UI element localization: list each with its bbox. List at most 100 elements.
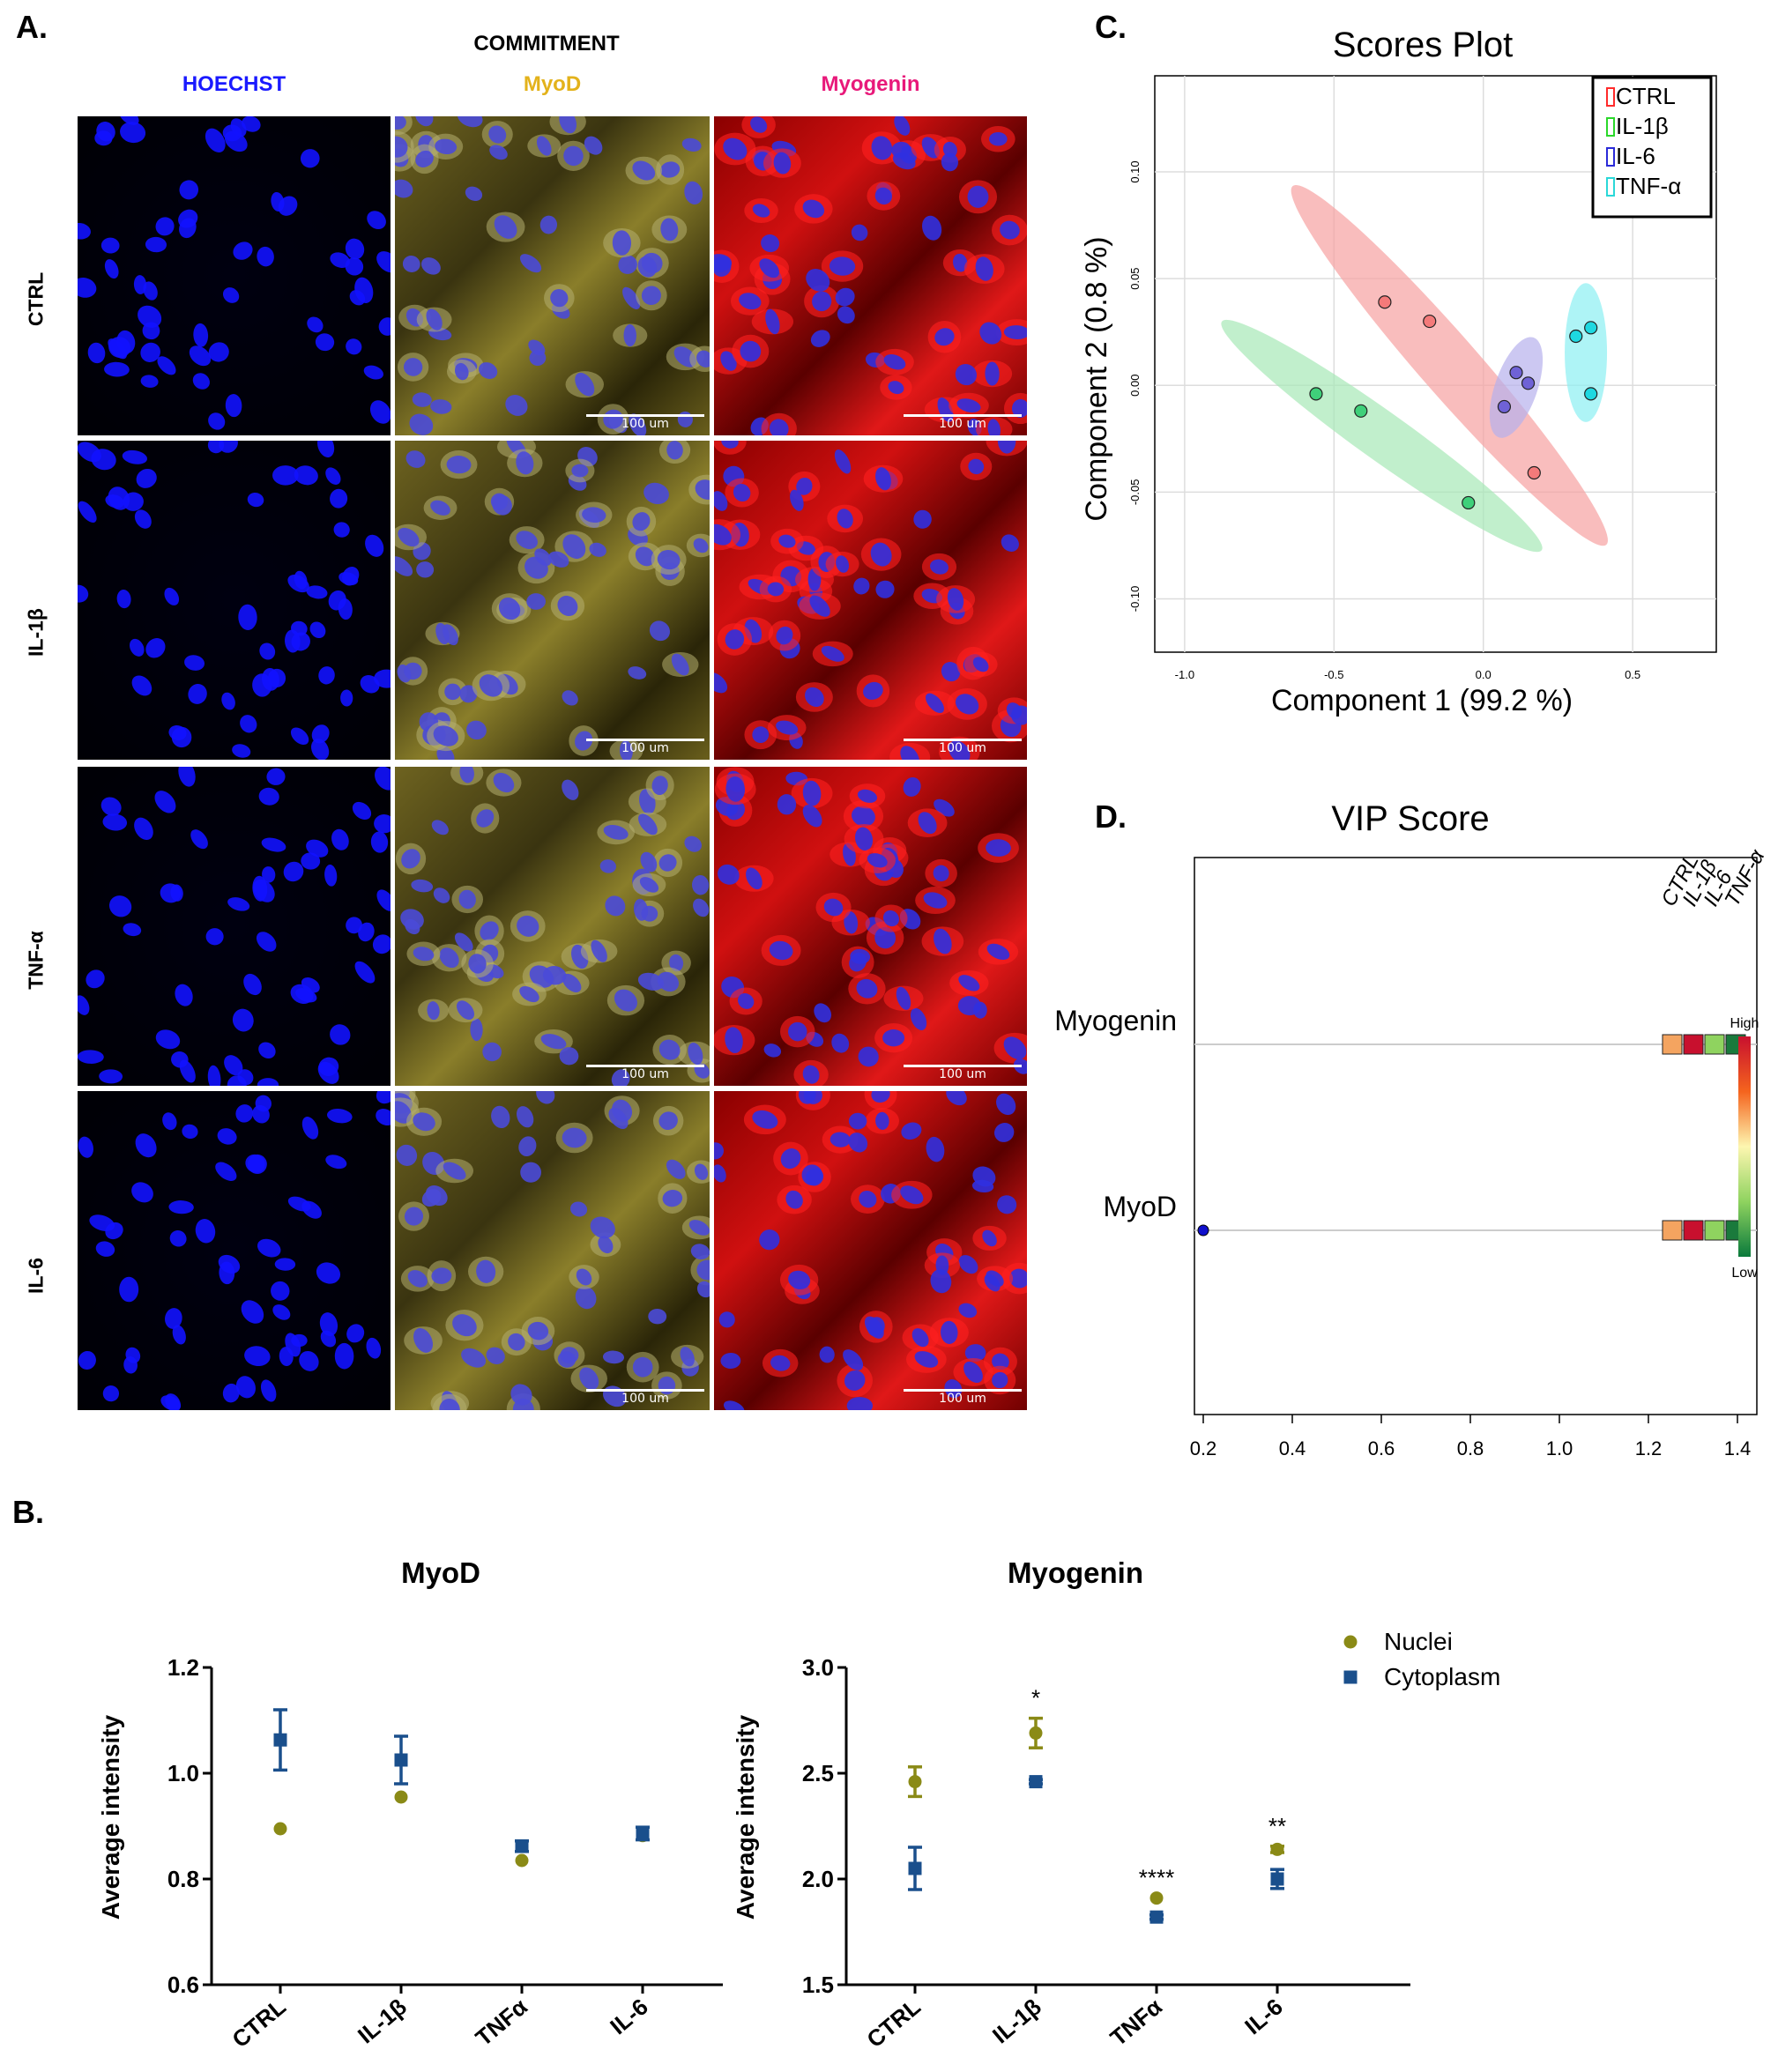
nucleus [266,768,286,785]
nucleus [992,1353,1009,1370]
nucleus [244,1346,271,1367]
point-Cytoplasm [636,1826,650,1840]
scores-ellipses [1221,184,1608,553]
nucleus [559,1047,579,1066]
nucleus [765,308,780,335]
nucleus [632,160,656,181]
nucleus [253,879,275,902]
nucleus [416,561,435,578]
nuclei-pattern [395,441,710,760]
y-tick-label: 0.6 [167,1972,199,1998]
nucleus [666,441,683,460]
nucleus [165,1393,181,1410]
nucleus [801,1164,823,1185]
nucleus [412,392,432,407]
scores-plot: Scores Plot -1.0 -0.5 0.0 0.5 -0.10 -0.05 0.0… [1080,26,1717,717]
nucleus [882,910,899,927]
legend-label-CTRL: CTRL [1616,83,1676,109]
nucleus [776,720,799,735]
nucleus [987,419,1001,435]
vip-title: VIP Score [1331,799,1489,838]
nucleus [516,451,534,475]
nucleus [401,849,420,869]
nucleus [612,230,632,256]
nucleus [746,867,763,890]
micrograph-IL-6-MyoD: 100 um [395,1091,710,1410]
nucleus [221,692,235,710]
nucleus [433,725,458,746]
legend-label-Nuclei: Nuclei [1384,1628,1453,1655]
nucleus [108,337,130,359]
nucleus [619,740,633,760]
nucleus [398,527,420,547]
x-tick-label: 0.2 [1190,1437,1217,1459]
nucleus [333,522,350,538]
nucleus [540,1034,567,1050]
point-Cytoplasm [273,1733,287,1747]
nucleus [327,1109,353,1124]
nucleus [435,138,458,155]
nucleus [914,1351,939,1368]
x-tick-label-TNFα: TNFα [1105,1994,1167,2052]
nucleus [94,130,113,146]
scale-bar [586,739,704,741]
nucleus [802,199,825,219]
scale-bar-label: 100 um [939,1067,986,1081]
point-TNF-α [1584,321,1598,335]
nucleus [461,1348,487,1368]
nucleus [346,917,362,934]
legend-marker-IL-1β [1606,117,1615,137]
nucleus [941,152,958,172]
nucleus [925,693,944,714]
micrograph-IL-1β-MyoD: 100 um [395,441,710,760]
nucleus [958,975,980,991]
nucleus [602,1350,625,1364]
nucleus [285,629,301,653]
nucleus [446,456,472,474]
nucleus [941,1320,958,1344]
nucleus [975,256,993,281]
nucleus [290,727,309,745]
nucleus [413,947,435,962]
nucleus [752,1110,778,1129]
nucleus [476,1259,496,1283]
nucleus [442,624,458,646]
nucleus [178,767,196,787]
y-axis-label: Average intensity [732,1714,759,1920]
nucleus [871,1091,890,1103]
nucleus [972,657,989,672]
ellipse-TNF-α [1565,283,1608,422]
nucleus [143,281,158,301]
nucleus [805,687,824,708]
nucleus [78,278,97,298]
chart-title: MyoD [401,1556,480,1589]
nucleus [311,724,330,744]
nucleus [680,1347,695,1367]
scale-bar-label: 100 um [621,741,669,755]
nucleus [240,715,257,733]
nucleus [918,812,937,835]
nucleus [901,1122,922,1140]
nucleus [272,465,299,486]
nucleus [518,1136,537,1156]
nucleus [237,1069,254,1086]
nucleus [135,1133,157,1158]
nucleus [582,507,606,523]
nucleus [623,323,636,347]
nucleus [875,1111,889,1130]
point-IL-6 [1521,376,1536,390]
nucleus [761,234,780,253]
micrograph-TNF-α-HOECHST [78,767,391,1086]
nucleus [415,116,434,127]
nucleus [922,215,942,241]
nucleus [696,1281,710,1298]
feature-label-MyoD: MyoD [1103,1191,1177,1222]
nucleus [306,839,329,858]
nucleus [319,1312,338,1337]
scale-bar [586,1389,704,1392]
nucleus [242,116,261,132]
nucleus [283,861,304,882]
myod-intensity-chart: MyoD Average intensity 0.6 0.8 1.0 1.2 CTRL IL-… [97,1556,723,2053]
scale-bar [586,1065,704,1067]
nucleus [375,767,391,791]
